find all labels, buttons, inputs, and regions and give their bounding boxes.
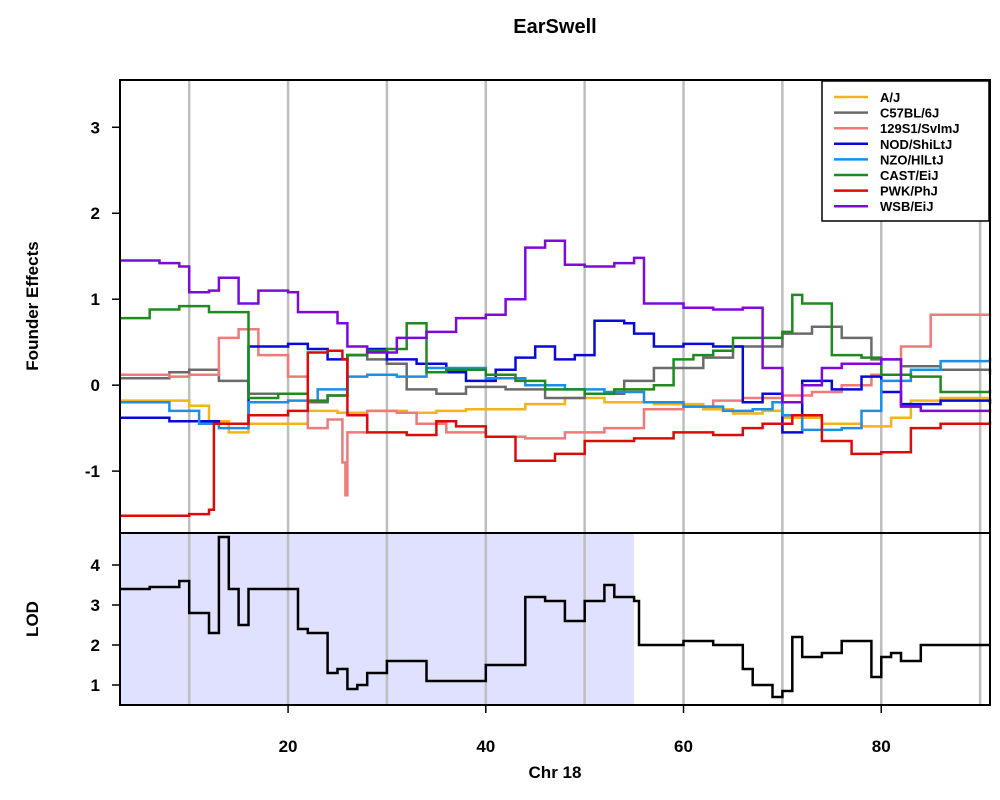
legend-label: CAST/EiJ	[880, 168, 939, 183]
legend-label: NZO/HlLtJ	[880, 152, 944, 167]
effects-y-tick-label: 2	[91, 204, 100, 223]
lod-y-axis: 1 2 3 4	[91, 556, 120, 695]
x-tick-label: 60	[674, 737, 693, 756]
effects-y-tick-label: 0	[91, 376, 100, 395]
lod-y-tick-label: 4	[91, 556, 101, 575]
x-axis-label: Chr 18	[529, 763, 582, 782]
series-line-pwk-phj	[120, 349, 992, 518]
lod-line	[120, 535, 990, 699]
effects-y-tick-label: 1	[91, 290, 100, 309]
lod-panel: 1 2 3 4 LOD	[23, 532, 991, 706]
effects-y-tick-label: -1	[85, 462, 100, 481]
series-line-wsb-eij	[120, 239, 992, 413]
effects-series-lines	[120, 239, 992, 518]
series-line-cast-eij	[120, 293, 992, 402]
legend-label: A/J	[880, 90, 900, 105]
chart-title: EarSwell	[513, 16, 596, 38]
x-tick-label: 20	[279, 737, 298, 756]
series-line-129s1-svimj	[120, 313, 992, 497]
effects-y-axis: -1 0 1 2 3	[85, 118, 120, 481]
legend: A/JC57BL/6J129S1/SvImJNOD/ShiLtJNZO/HlLt…	[821, 80, 990, 222]
legend-label: NOD/ShiLtJ	[880, 137, 952, 152]
lod-y-tick-label: 3	[91, 596, 100, 615]
effects-y-axis-label: Founder Effects	[23, 241, 42, 370]
lod-plot-frame	[119, 532, 991, 706]
legend-label: 129S1/SvImJ	[880, 121, 960, 136]
x-tick-label: 40	[476, 737, 495, 756]
lod-highlight-region	[120, 533, 635, 705]
effects-y-tick-label: 3	[91, 118, 100, 137]
x-axis: 20 40 60 80	[279, 705, 891, 756]
legend-items: A/JC57BL/6J129S1/SvImJNOD/ShiLtJNZO/HlLt…	[834, 90, 960, 214]
founder-effects-panel: -1 0 1 2 3 A/JC57BL/6J129S1/SvImJNOD/ShiLtJN…	[23, 79, 992, 534]
x-tick-label: 80	[872, 737, 891, 756]
legend-box	[821, 80, 990, 222]
series-line-nod-shiltj	[120, 319, 992, 434]
lod-y-tick-label: 2	[91, 636, 100, 655]
lod-y-tick-label: 1	[91, 676, 100, 695]
legend-label: C57BL/6J	[880, 106, 939, 121]
legend-label: PWK/PhJ	[880, 184, 938, 199]
legend-label: WSB/EiJ	[880, 199, 933, 214]
lod-y-axis-label: LOD	[23, 601, 42, 637]
